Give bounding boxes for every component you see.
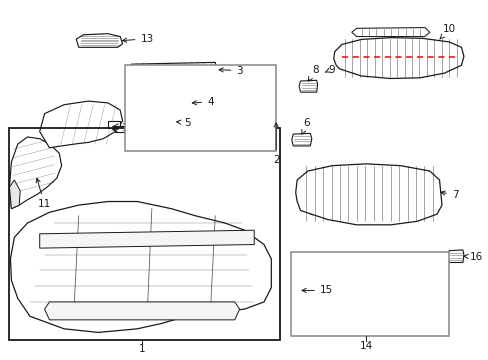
Text: 15: 15 — [302, 285, 332, 296]
Text: 13: 13 — [122, 34, 153, 44]
Text: 8: 8 — [308, 64, 318, 81]
Polygon shape — [299, 80, 317, 92]
Circle shape — [314, 170, 321, 175]
Text: 9: 9 — [325, 64, 334, 75]
Polygon shape — [130, 83, 267, 96]
Bar — [125, 65, 276, 151]
Text: 14: 14 — [359, 341, 372, 351]
Polygon shape — [115, 126, 125, 132]
Text: 2: 2 — [272, 123, 279, 165]
Polygon shape — [108, 121, 120, 128]
Polygon shape — [9, 180, 20, 209]
Polygon shape — [130, 62, 216, 74]
Polygon shape — [40, 101, 122, 148]
Bar — [290, 252, 448, 336]
Bar — [9, 128, 280, 339]
Polygon shape — [291, 134, 311, 146]
Polygon shape — [9, 137, 61, 209]
Polygon shape — [295, 164, 441, 225]
Text: 11: 11 — [36, 178, 51, 210]
Text: 4: 4 — [192, 97, 213, 107]
Text: 3: 3 — [219, 66, 243, 76]
Polygon shape — [447, 250, 463, 262]
Text: 7: 7 — [440, 190, 458, 200]
Text: 12: 12 — [122, 123, 135, 133]
Circle shape — [421, 170, 427, 175]
Polygon shape — [161, 118, 174, 125]
Polygon shape — [40, 230, 254, 248]
Text: 10: 10 — [439, 24, 455, 39]
Polygon shape — [76, 34, 122, 47]
Polygon shape — [193, 102, 208, 108]
Text: 5: 5 — [176, 118, 190, 128]
Polygon shape — [351, 28, 429, 37]
Text: 16: 16 — [463, 252, 482, 262]
Polygon shape — [333, 38, 463, 78]
Polygon shape — [10, 202, 271, 332]
Text: 1: 1 — [139, 344, 145, 354]
Text: 6: 6 — [301, 118, 309, 134]
Polygon shape — [130, 120, 267, 126]
Polygon shape — [296, 284, 418, 297]
Circle shape — [309, 210, 316, 215]
Polygon shape — [44, 302, 239, 320]
Polygon shape — [170, 98, 189, 110]
Circle shape — [426, 210, 432, 215]
